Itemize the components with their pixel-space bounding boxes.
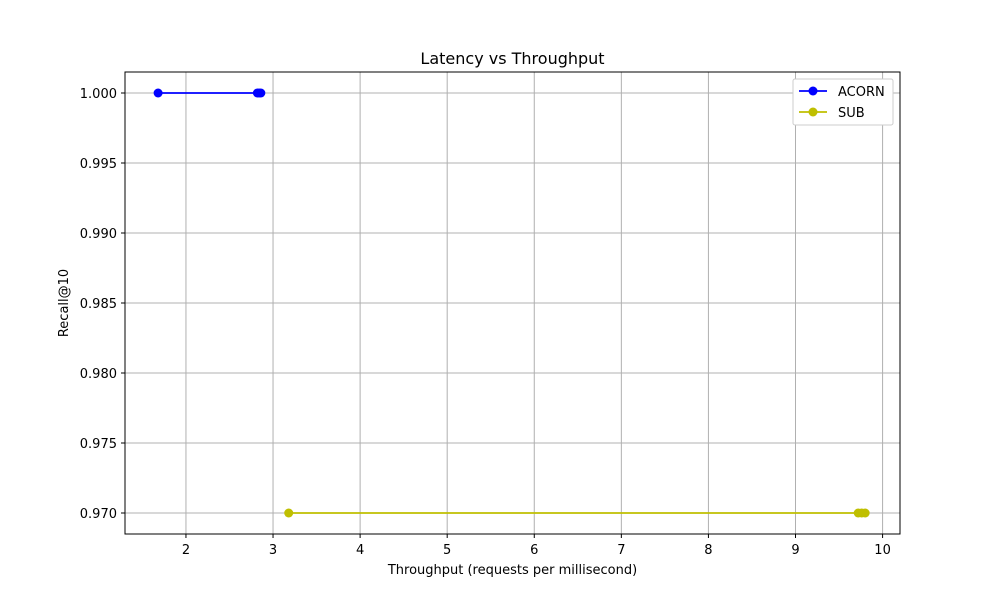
data-point-acorn	[153, 88, 163, 98]
x-tick-label: 2	[182, 543, 190, 558]
legend: ACORN SUB	[792, 78, 894, 126]
x-tick-label: 6	[530, 543, 538, 558]
data-point-sub	[284, 508, 294, 518]
y-tick-label: 0.975	[80, 437, 117, 452]
y-tick-label: 1.000	[80, 87, 117, 102]
y-tick-label: 0.970	[80, 507, 117, 522]
legend-label-acorn: ACORN	[838, 85, 885, 100]
y-tick-label: 0.980	[80, 367, 117, 382]
x-tick-label: 8	[704, 543, 712, 558]
data-point-acorn	[256, 88, 266, 98]
x-tick-label: 4	[356, 543, 364, 558]
x-tick-label: 5	[443, 543, 451, 558]
x-tick-label: 10	[874, 543, 891, 558]
y-tick-label: 0.995	[80, 157, 117, 172]
chart-title: Latency vs Throughput	[420, 49, 604, 68]
x-tick-label: 9	[791, 543, 799, 558]
ticks: 2 3 4 5 6 7 8 9 10 0.970 0.975 0.980 0.985 0.990 0.995…	[80, 87, 891, 558]
data-point-sub	[860, 508, 870, 518]
x-tick-label: 7	[617, 543, 625, 558]
legend-marker-acorn	[808, 86, 818, 96]
y-tick-label: 0.985	[80, 297, 117, 312]
legend-label-sub: SUB	[838, 106, 865, 121]
legend-marker-sub	[808, 107, 818, 117]
x-axis-label: Throughput (requests per millisecond)	[387, 563, 637, 578]
series-layer	[153, 88, 870, 518]
y-axis-label: Recall@10	[57, 269, 72, 337]
x-tick-label: 3	[269, 543, 277, 558]
y-tick-label: 0.990	[80, 227, 117, 242]
